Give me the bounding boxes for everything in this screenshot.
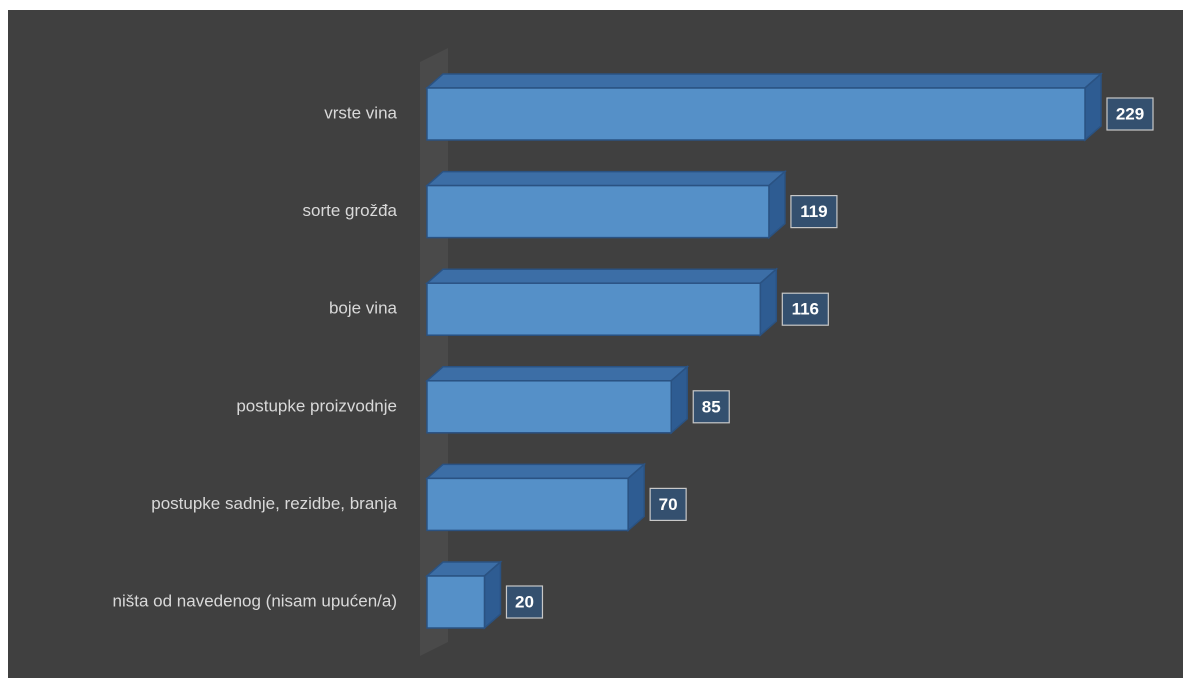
bar-front bbox=[426, 380, 672, 434]
category-label: postupke proizvodnje bbox=[236, 396, 397, 415]
bar bbox=[425, 560, 503, 630]
value-label-box bbox=[1106, 97, 1154, 131]
value-label: 20 bbox=[515, 592, 534, 611]
value-label-box bbox=[790, 195, 838, 229]
value-label: 229 bbox=[1116, 104, 1144, 123]
bar-top bbox=[425, 170, 787, 187]
value-label-box bbox=[692, 390, 730, 424]
value-label-box bbox=[781, 292, 829, 326]
bar-front bbox=[426, 282, 762, 336]
bar bbox=[425, 267, 779, 337]
value-label-box bbox=[505, 585, 544, 619]
value-label: 119 bbox=[800, 202, 827, 221]
value-label: 70 bbox=[659, 495, 678, 514]
bar bbox=[425, 365, 690, 435]
bar-front bbox=[426, 477, 629, 532]
bar-front bbox=[426, 87, 1086, 141]
category-label: ništa od navedenog (nisam upućen/a) bbox=[113, 591, 397, 610]
category-label: boje vina bbox=[329, 299, 398, 318]
bar-top bbox=[425, 268, 779, 284]
bar-front bbox=[426, 575, 486, 629]
value-label: 116 bbox=[792, 300, 819, 319]
bar-top bbox=[425, 366, 690, 382]
value-label-box bbox=[649, 487, 687, 521]
bar bbox=[425, 462, 647, 533]
bar-top bbox=[425, 463, 647, 480]
value-label: 85 bbox=[702, 397, 721, 416]
bar bbox=[425, 169, 787, 240]
category-label: sorte grožđa bbox=[303, 201, 398, 220]
bar-front bbox=[426, 184, 770, 239]
category-label: vrste vina bbox=[324, 103, 397, 122]
category-label: postupke sadnje, rezidbe, branja bbox=[151, 494, 397, 513]
bar bbox=[425, 72, 1103, 142]
bar-top bbox=[425, 73, 1103, 89]
